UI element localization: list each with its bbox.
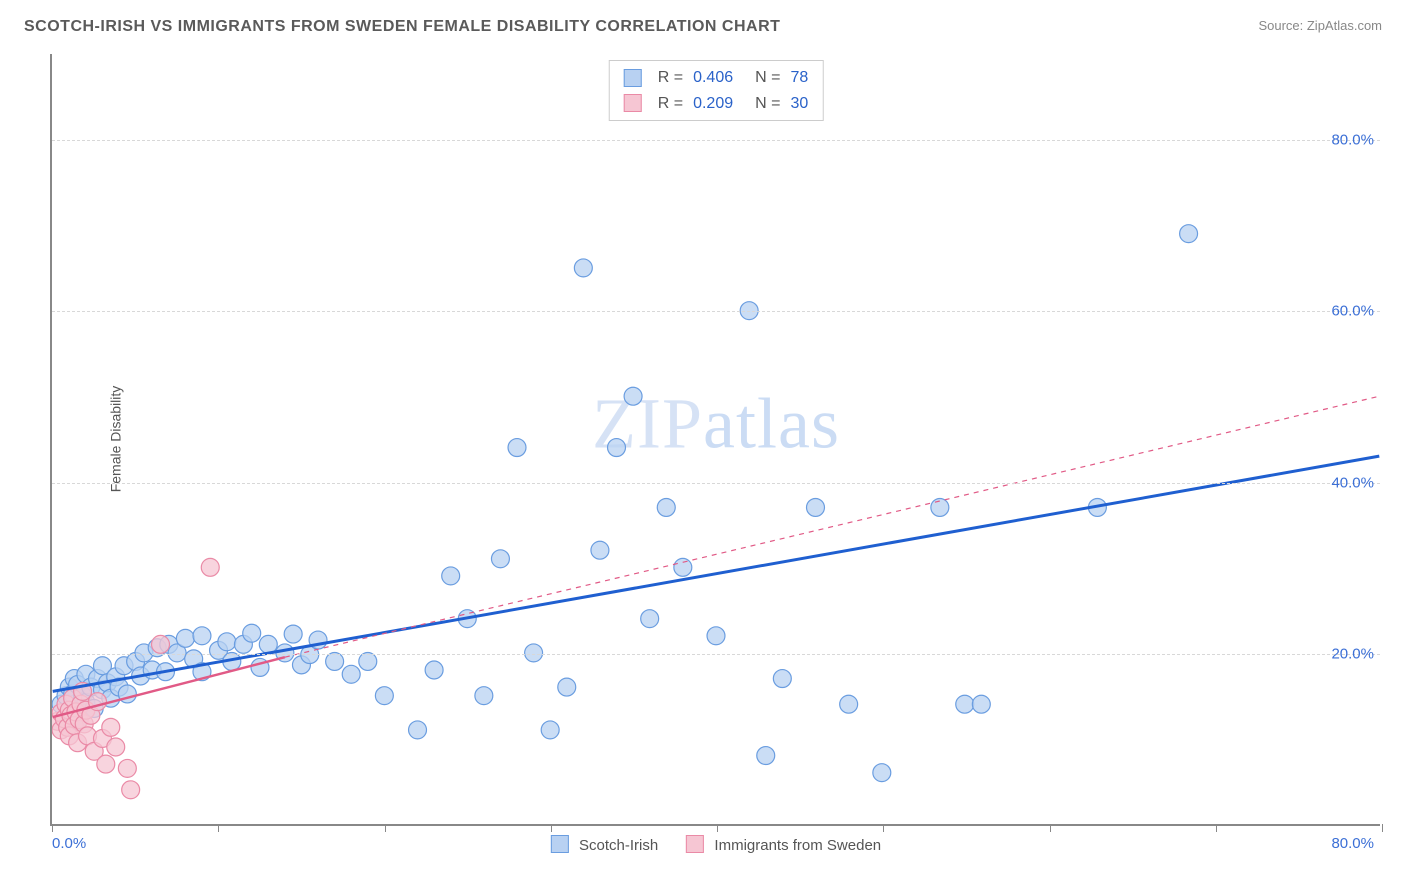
data-point: [107, 738, 125, 756]
gridline: [52, 654, 1380, 655]
y-tick-label: 20.0%: [1331, 646, 1374, 663]
data-point: [201, 558, 219, 576]
data-point: [657, 498, 675, 516]
data-point: [218, 633, 236, 651]
data-point: [475, 687, 493, 705]
data-point: [541, 721, 559, 739]
data-point: [674, 558, 692, 576]
legend-swatch-icon: [551, 835, 569, 853]
x-tick: [1216, 824, 1217, 832]
series-legend: Scotch-Irish Immigrants from Sweden: [551, 835, 881, 854]
r-value: 0.209: [693, 91, 733, 117]
data-point: [931, 498, 949, 516]
data-point: [956, 695, 974, 713]
legend-swatch-icon: [624, 69, 642, 87]
data-point: [243, 624, 261, 642]
data-point: [641, 610, 659, 628]
data-point: [757, 747, 775, 765]
trend-line: [53, 456, 1380, 691]
x-tick: [717, 824, 718, 832]
data-point: [608, 439, 626, 457]
y-tick-label: 60.0%: [1331, 303, 1374, 320]
data-point: [624, 387, 642, 405]
x-tick: [385, 824, 386, 832]
data-point: [525, 644, 543, 662]
correlation-legend: R = 0.406 N = 78 R = 0.209 N = 30: [609, 60, 824, 121]
data-point: [707, 627, 725, 645]
x-tick: [52, 824, 53, 832]
data-point: [807, 498, 825, 516]
x-tick: [1382, 824, 1383, 832]
y-tick-label: 40.0%: [1331, 474, 1374, 491]
trend-line-extension: [285, 396, 1379, 657]
y-tick-label: 80.0%: [1331, 131, 1374, 148]
legend-item: Immigrants from Sweden: [686, 835, 881, 854]
legend-swatch-icon: [686, 835, 704, 853]
data-point: [152, 635, 170, 653]
data-point: [1180, 225, 1198, 243]
n-value: 78: [790, 65, 808, 91]
data-point: [409, 721, 427, 739]
data-point: [873, 764, 891, 782]
data-point: [425, 661, 443, 679]
legend-row: R = 0.406 N = 78: [624, 65, 809, 91]
data-point: [375, 687, 393, 705]
data-point: [491, 550, 509, 568]
x-tick: [883, 824, 884, 832]
r-value: 0.406: [693, 65, 733, 91]
data-point: [591, 541, 609, 559]
data-point: [176, 629, 194, 647]
x-tick: [551, 824, 552, 832]
data-point: [773, 670, 791, 688]
legend-label: Immigrants from Sweden: [714, 837, 881, 854]
x-axis-min: 0.0%: [52, 835, 86, 852]
chart-title: SCOTCH-IRISH VS IMMIGRANTS FROM SWEDEN F…: [24, 18, 780, 36]
data-point: [118, 759, 136, 777]
data-point: [122, 781, 140, 799]
x-axis-max: 80.0%: [1331, 835, 1374, 852]
chart-area: Female Disability ZIPatlas R = 0.406 N =…: [50, 54, 1380, 826]
gridline: [52, 483, 1380, 484]
gridline: [52, 311, 1380, 312]
data-point: [840, 695, 858, 713]
legend-swatch-icon: [624, 94, 642, 112]
legend-label: Scotch-Irish: [579, 837, 658, 854]
legend-item: Scotch-Irish: [551, 835, 658, 854]
data-point: [102, 718, 120, 736]
data-point: [97, 755, 115, 773]
gridline: [52, 140, 1380, 141]
data-point: [342, 665, 360, 683]
data-point: [972, 695, 990, 713]
x-tick: [1050, 824, 1051, 832]
data-point: [193, 627, 211, 645]
data-point: [574, 259, 592, 277]
scatter-plot: [52, 54, 1380, 824]
data-point: [508, 439, 526, 457]
n-value: 30: [790, 91, 808, 117]
data-point: [442, 567, 460, 585]
source-label: Source: ZipAtlas.com: [1258, 18, 1382, 33]
data-point: [284, 625, 302, 643]
legend-row: R = 0.209 N = 30: [624, 91, 809, 117]
data-point: [558, 678, 576, 696]
x-tick: [218, 824, 219, 832]
